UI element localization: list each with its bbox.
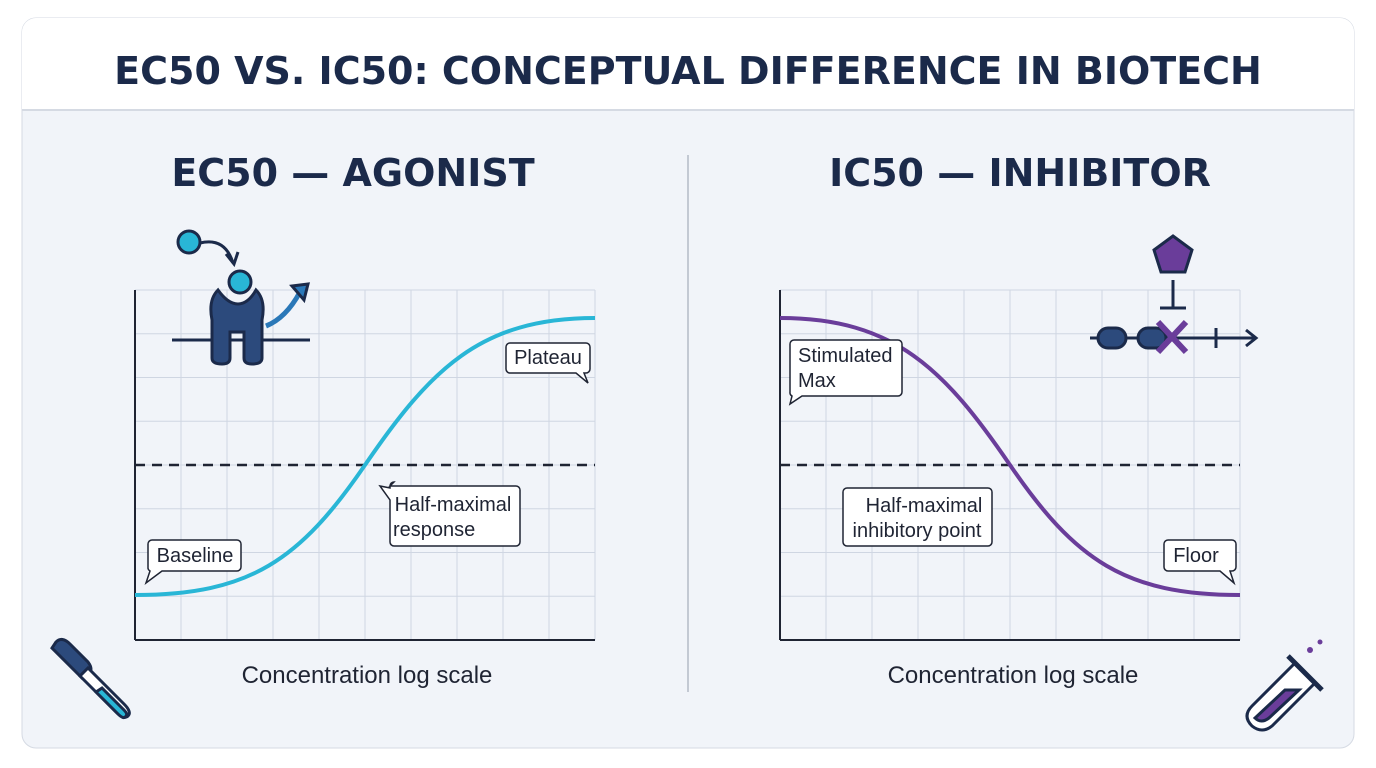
receptor-icon <box>172 229 310 366</box>
callout-box <box>144 539 242 586</box>
header-band <box>22 18 1354 110</box>
callout-box <box>505 342 591 384</box>
inhibition-curve <box>779 316 1241 597</box>
callout-text: Half-maximal <box>866 495 983 517</box>
callout-text: inhibitory point <box>853 520 982 542</box>
inhibitor-icon <box>1090 234 1259 355</box>
callout-text: Baseline <box>157 545 234 567</box>
callout-text: Plateau <box>514 347 582 369</box>
callout-box <box>788 339 903 406</box>
callout-text: Stimulated <box>798 345 893 367</box>
panel-heading: IC50 — INHIBITOR <box>829 151 1211 195</box>
panel-heading: EC50 — AGONIST <box>171 151 534 195</box>
callout-text: Floor <box>1173 545 1219 567</box>
callout-box <box>842 487 993 547</box>
axis-label: Concentration log scale <box>888 662 1139 689</box>
callout-text: Half-maximal <box>395 494 512 516</box>
callout-text: Max <box>798 370 836 392</box>
title: EC50 VS. IC50: CONCEPTUAL DIFFERENCE IN … <box>114 49 1262 93</box>
callout-box <box>1163 539 1237 586</box>
callout-text: response <box>393 519 475 541</box>
axis-label: Concentration log scale <box>242 662 493 689</box>
test-tube-icon <box>1245 639 1324 732</box>
dose-response-curve <box>134 316 596 597</box>
dropper-icon <box>50 637 131 720</box>
callout-box <box>378 481 521 547</box>
